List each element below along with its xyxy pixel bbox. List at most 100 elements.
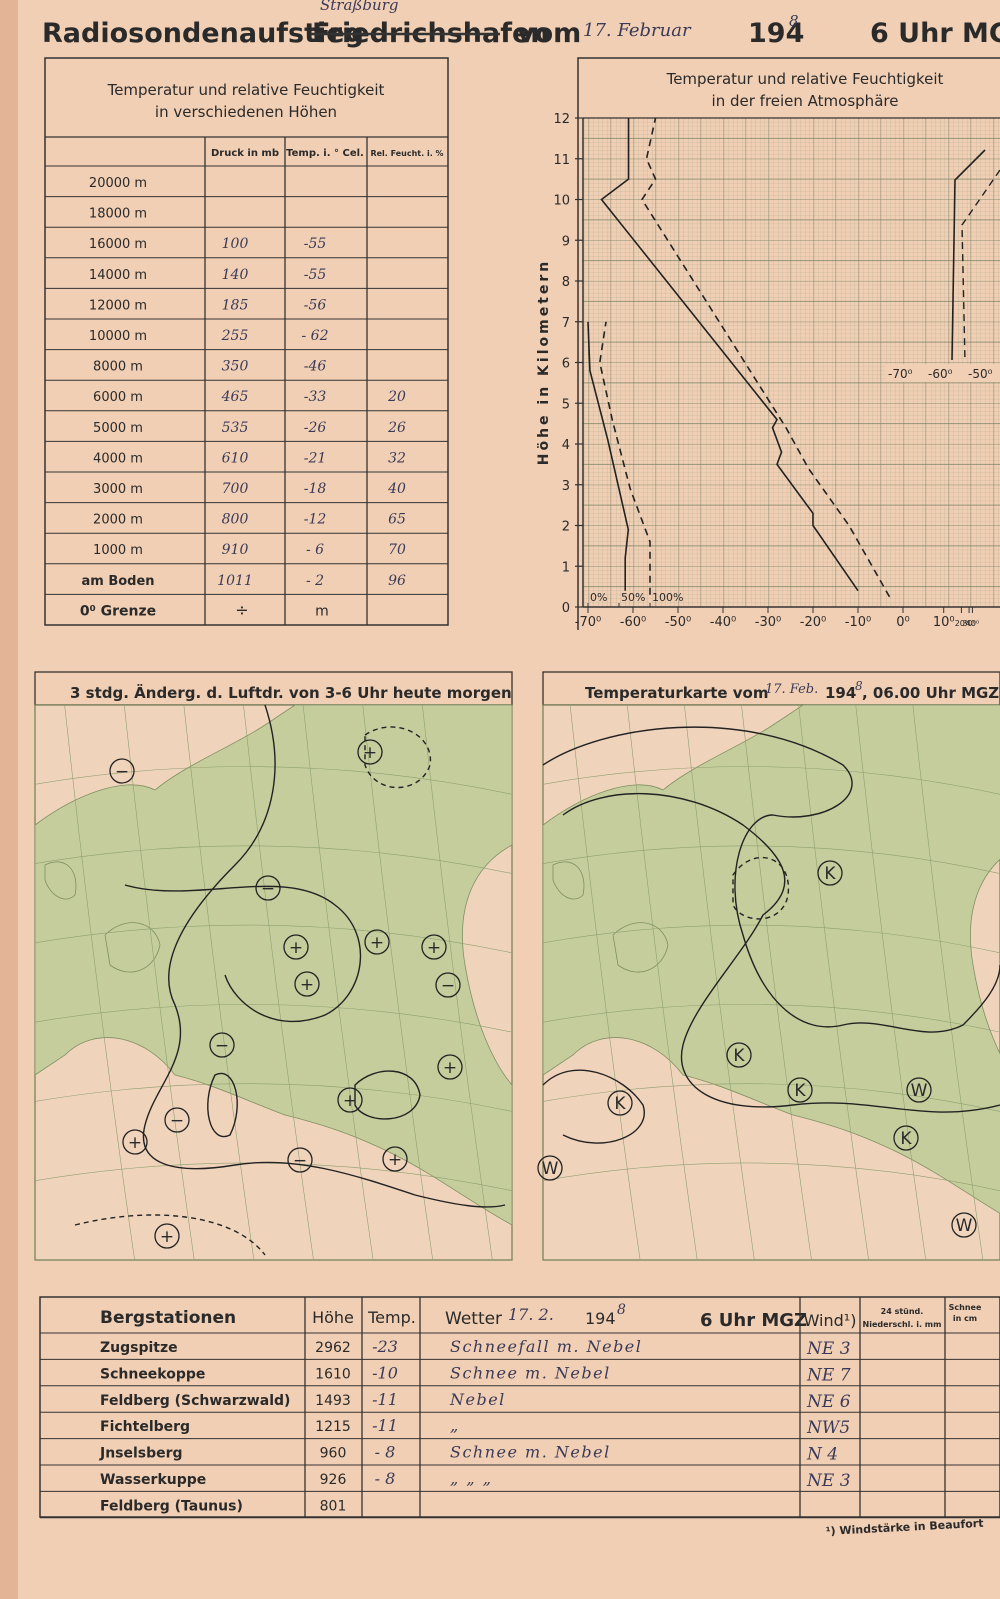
station-weather: Schnee m. Nebel [450,1443,611,1462]
y-tick-label: 2 [562,520,570,535]
isoline [124,884,362,1023]
station-temp: -10 [372,1363,398,1382]
station-wind: NW5 [806,1418,850,1438]
station: Feldberg (Taunus) [100,1498,243,1514]
y-tick-label: 4 [562,438,570,453]
map-center [421,934,447,960]
station-weather: „ „ „ [450,1469,493,1488]
station: Schneekoppe [100,1366,205,1382]
map-mark: − [170,1111,184,1131]
cell-pressure: 535 [222,420,249,436]
cell-pressure: 255 [221,328,249,344]
map-center [337,1087,363,1113]
graticule [798,704,869,1261]
freezing-label: 0⁰ Grenze [80,603,156,619]
map-land [44,861,77,900]
graticule [34,766,513,795]
map-mark: + [343,1091,357,1111]
x-tick-label: -50⁰ [665,615,691,630]
station: Zugspitze [100,1340,178,1356]
column-header: Niederschl. i. mm [863,1320,942,1329]
map [34,704,513,1261]
map-center [255,875,281,901]
height-label: 18000 m [89,207,147,222]
map-land [612,922,669,973]
cell-temp: -33 [304,389,327,405]
map-mark: + [160,1227,174,1247]
map-time: , 06.00 Uhr MGZ [862,684,999,702]
map-center [893,1125,919,1151]
map-center [122,1129,148,1155]
map-mark: − [441,976,455,996]
station-temp: - 8 [375,1469,396,1488]
station-height: 2962 [315,1340,351,1356]
map-year-digit: 8 [855,679,863,693]
height-label: 3000 m [93,482,143,497]
freezing-unit: m [315,603,329,619]
map-center [209,1032,235,1058]
cell-pressure: 185 [222,297,249,313]
x-tick-label: 40⁰ [966,619,979,628]
isoline [354,1070,421,1120]
time: 6 Uhr MG [870,18,1000,49]
cell-pressure: 800 [222,512,249,528]
y-tick-label: 0 [562,601,570,616]
cell-humidity: 40 [387,481,406,497]
profile-line [587,321,630,591]
chart-title: Temperatur und relative Feuchtigkeit [666,70,944,88]
map-center [109,758,135,784]
cell-humidity: 70 [388,542,406,558]
graticule [912,704,984,1261]
isoline [207,1072,238,1138]
graticule [302,704,374,1261]
x-tick-label: -30⁰ [755,615,781,630]
map-center [951,1212,977,1238]
map-mark: − [293,1151,307,1171]
map-mark: − [115,762,129,782]
y-tick-label: 5 [562,397,570,412]
map-mark: K [824,864,836,884]
height-label: 20000 m [89,176,147,191]
vom: vom [517,18,581,49]
map-mark: − [261,879,275,899]
cell-temp: -46 [304,359,327,375]
table-title: in verschiedenen Höhen [155,103,337,121]
inset-line [951,149,986,361]
map-center [607,1090,633,1116]
station-temp: -11 [372,1416,398,1435]
station-height: 1610 [315,1366,351,1382]
station: Wasserkuppe [100,1472,206,1488]
station-weather: Nebel [449,1390,506,1409]
station-height: 1493 [315,1393,351,1409]
inset-label: -60⁰ [928,367,953,381]
map-mark: + [388,1150,402,1170]
station: Feldberg (Schwarzwald) [100,1393,290,1409]
height-label: 16000 m [89,237,147,252]
height-label: 10000 m [89,329,147,344]
cell-temp: -56 [304,297,327,313]
graticule [123,704,195,1261]
column-header: Bergstationen [100,1308,236,1328]
map-mark: K [614,1094,626,1114]
map-date: 17. Feb. [765,682,818,697]
map-mark: + [289,938,303,958]
cell-temp: - 6 [306,542,324,558]
x-tick-label: -20⁰ [800,615,826,630]
map-mark: W [542,1159,559,1179]
station-height: 960 [320,1446,347,1462]
map-land [542,704,1000,1214]
map-center [817,860,843,886]
weather-date: 17. 2. [508,1305,554,1324]
date: 17. Februar [583,20,692,41]
humidity-tick-label: 0% [590,591,607,604]
y-tick-label: 3 [562,479,570,494]
x-tick-label: -10⁰ [845,615,871,630]
weather-year-digit: 8 [617,1302,626,1318]
cell-pressure: 100 [222,236,249,252]
graticule [569,704,641,1261]
graticule [34,1083,513,1112]
height-label: 14000 m [89,268,147,283]
x-tick-label: -70⁰ [575,615,601,630]
column-header: in cm [953,1314,977,1323]
